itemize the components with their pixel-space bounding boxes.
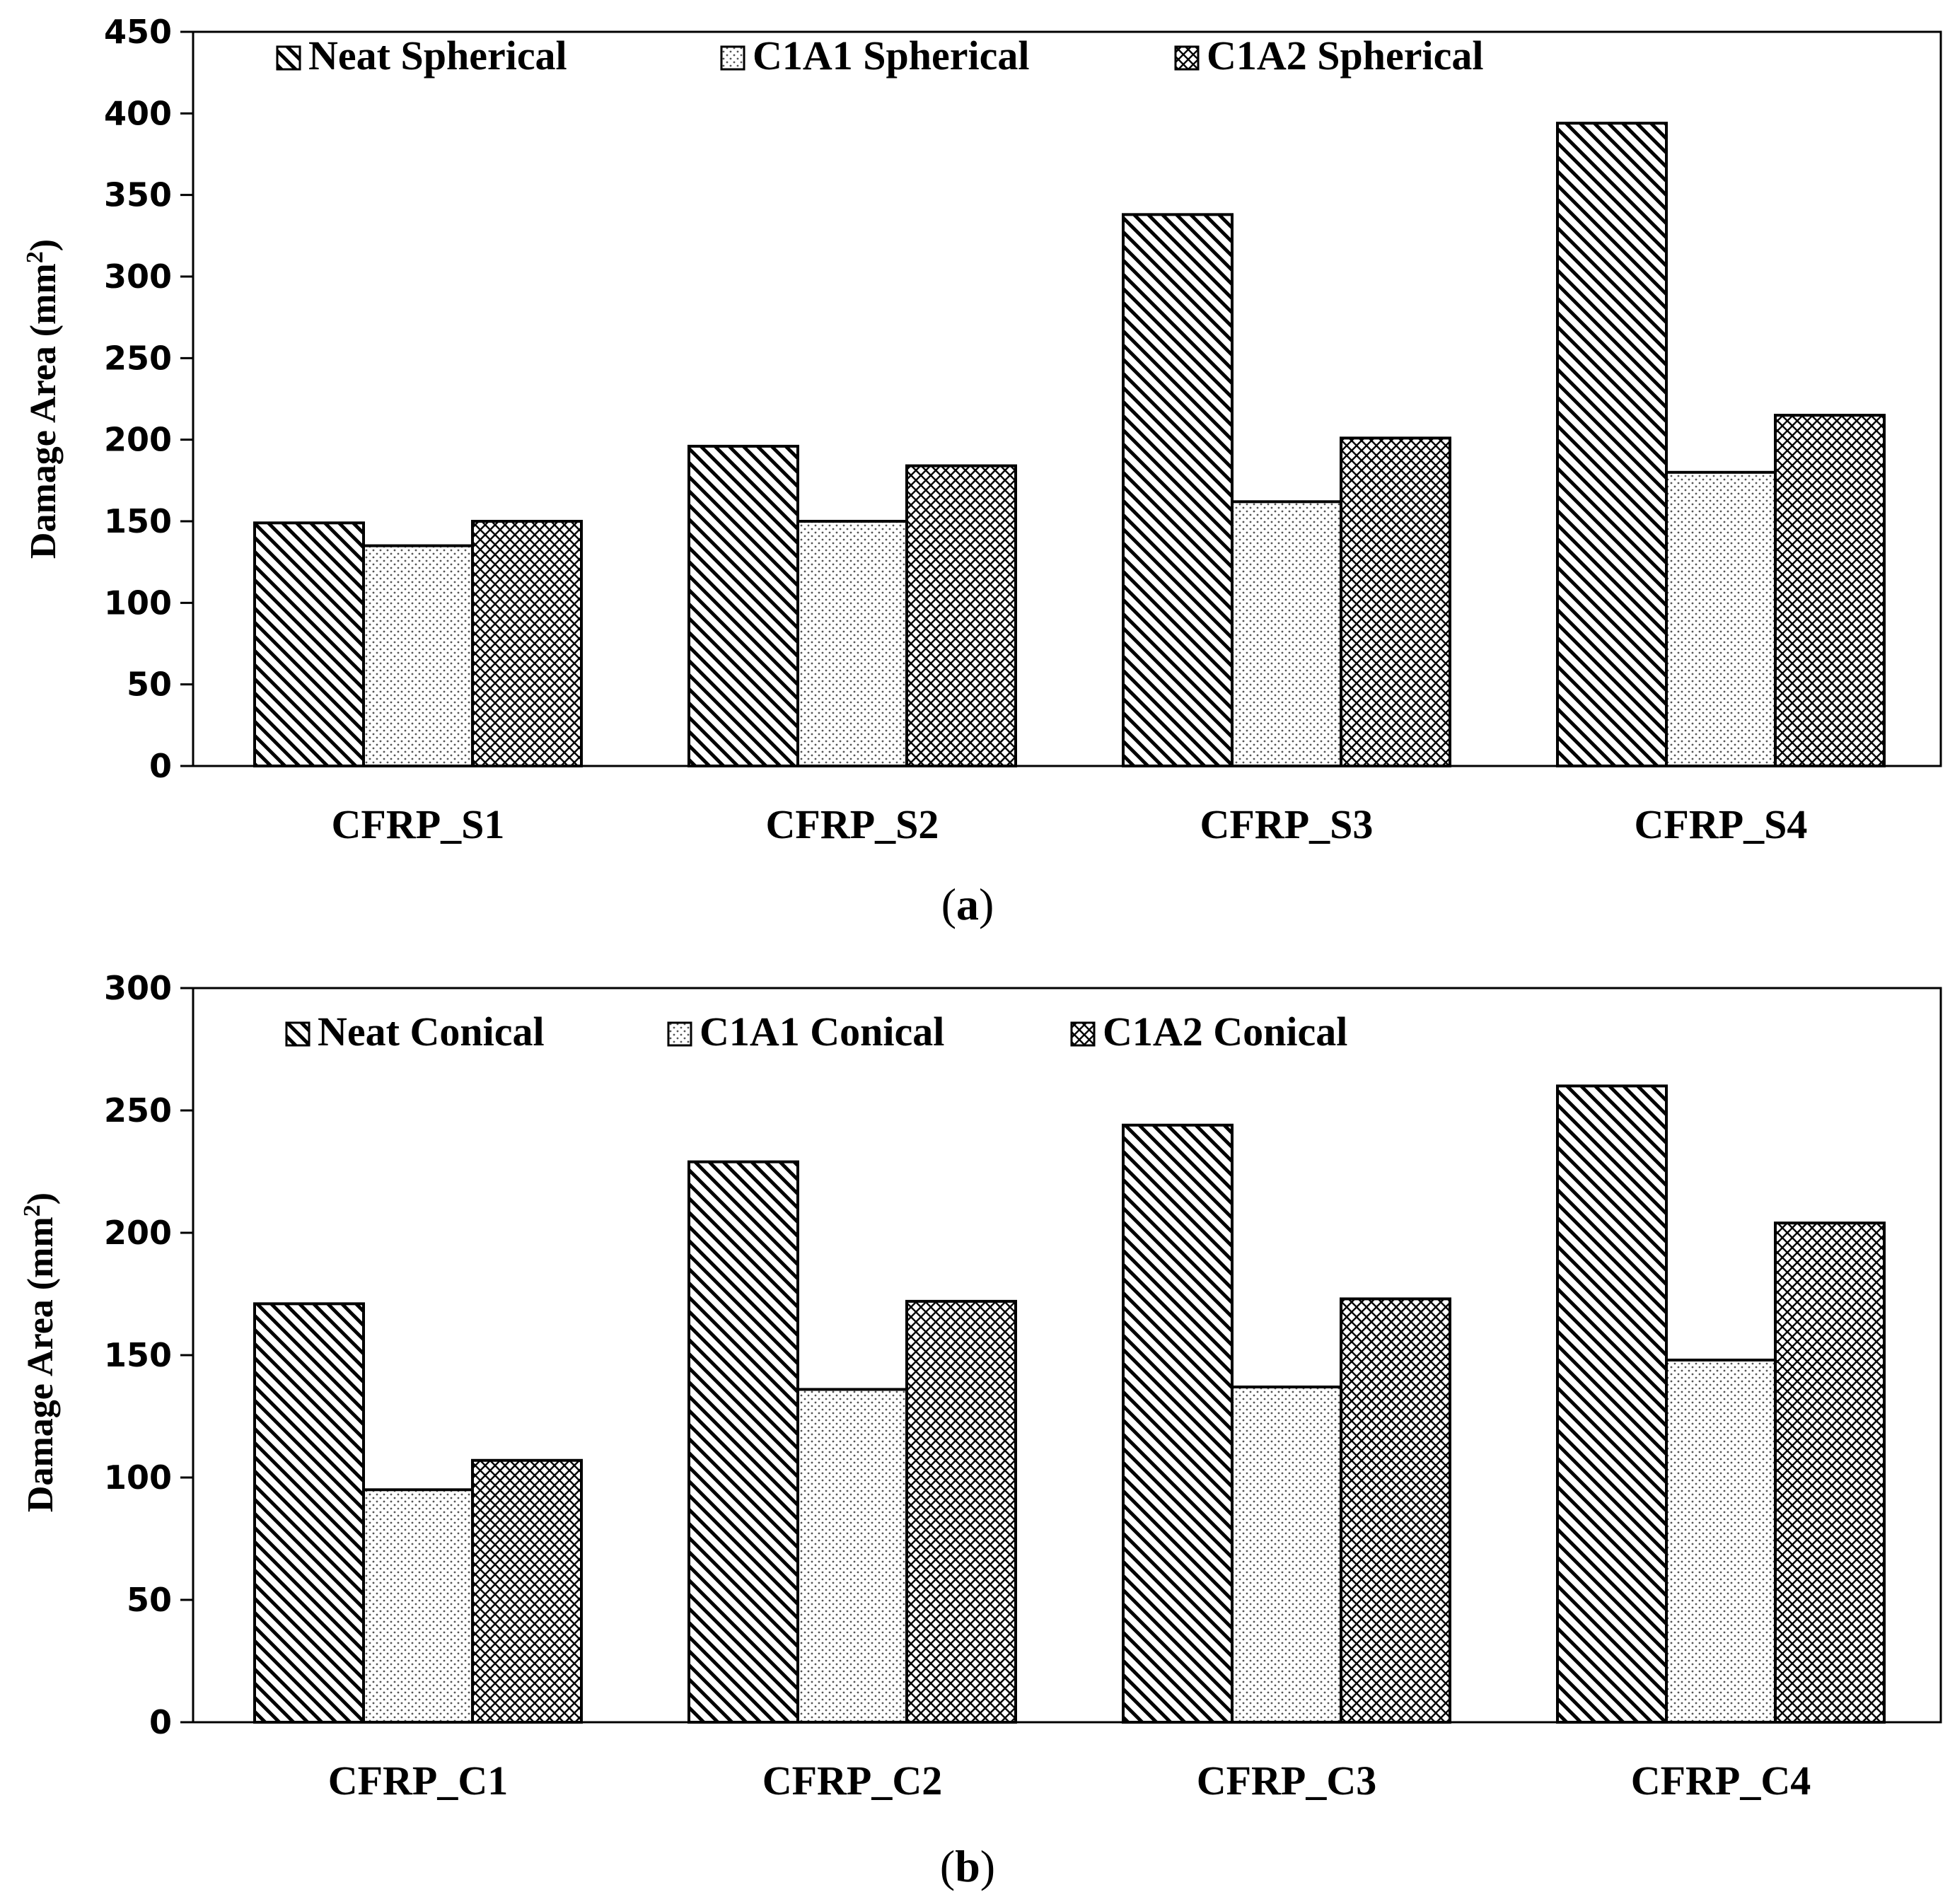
y-tick-label: 150: [104, 502, 172, 540]
y-tick-label: 200: [104, 421, 172, 459]
bar-dots: [1231, 500, 1342, 767]
legend-label: Neat Conical: [318, 1009, 545, 1055]
legend-label: Neat Spherical: [308, 33, 567, 79]
x-tick-label: CFRP_S4: [1635, 801, 1808, 847]
x-tick-label: CFRP_S2: [766, 801, 939, 847]
y-tick-label: 0: [149, 747, 172, 785]
legend-swatch: [1174, 45, 1200, 71]
x-tick-label: CFRP_C4: [1631, 1758, 1811, 1804]
legend-swatch: [1070, 1021, 1096, 1047]
x-tick-label: CFRP_C2: [762, 1758, 943, 1804]
legend-label: C1A2 Conical: [1103, 1009, 1347, 1055]
bar-diagonal-hatch: [253, 1302, 365, 1724]
y-tick-label: 150: [104, 1336, 172, 1374]
y-tick-label: 100: [104, 1458, 172, 1497]
bar-dots: [1665, 470, 1777, 767]
panel-caption-a: (a): [941, 879, 994, 929]
y-tick-label: 200: [104, 1214, 172, 1252]
bar-dots: [362, 1488, 474, 1724]
y-tick-label: 50: [127, 666, 172, 704]
panel-caption-b: (b): [940, 1841, 995, 1891]
bar-diagonal-hatch: [1122, 213, 1234, 767]
y-tick-label: 400: [104, 94, 172, 132]
legend-swatch: [285, 1021, 311, 1047]
x-tick-label: CFRP_S1: [332, 801, 505, 847]
bar-dots: [1231, 1385, 1342, 1724]
bar-cross-hatch: [1340, 436, 1451, 767]
legend-swatch: [720, 45, 745, 71]
y-tick-label: 0: [149, 1703, 172, 1741]
bar-dots: [796, 1388, 908, 1724]
bar-dots: [1665, 1358, 1777, 1724]
x-tick-label: CFRP_S3: [1200, 801, 1374, 847]
y-axis-label: Damage Area (mm2): [22, 239, 64, 559]
bar-dots: [362, 544, 474, 767]
y-tick-label: 350: [104, 176, 172, 214]
bars: [253, 1084, 1886, 1724]
bar-cross-hatch: [471, 520, 583, 767]
x-tick-label: CFRP_C3: [1197, 1758, 1377, 1804]
legend: Neat Spherical C1A1 Spherical C1A2 Spheric…: [276, 33, 1484, 79]
y-axis-label: Damage Area (mm2): [19, 1192, 62, 1512]
bar-cross-hatch: [1774, 1221, 1886, 1724]
y-tick-label: 250: [104, 1091, 172, 1130]
y-tick-label: 50: [127, 1581, 172, 1619]
legend-label: C1A1 Spherical: [753, 33, 1030, 79]
bar-diagonal-hatch: [687, 444, 799, 767]
chart-panel-b: 0 50 100 150 200 250 300 CFRP_C1 CFRP_C2 CFRP_C3…: [19, 969, 1942, 1891]
y-tick-label: 250: [104, 339, 172, 377]
bar-diagonal-hatch: [687, 1160, 799, 1724]
x-axis: CFRP_S1 CFRP_S2 CFRP_S3 CFRP_S4: [332, 801, 1808, 847]
bar-diagonal-hatch: [1556, 1084, 1668, 1724]
bars: [253, 122, 1886, 767]
legend-swatch: [667, 1021, 692, 1047]
legend-label: C1A1 Conical: [700, 1009, 944, 1055]
legend: Neat Conical C1A1 Conical C1A2 Conical: [285, 1009, 1347, 1055]
bar-cross-hatch: [1340, 1297, 1451, 1724]
y-tick-label: 450: [104, 13, 172, 51]
bar-diagonal-hatch: [253, 521, 365, 767]
bar-cross-hatch: [471, 1458, 583, 1724]
legend-swatch: [276, 45, 301, 71]
y-tick-label: 300: [104, 257, 172, 296]
bar-cross-hatch: [1774, 414, 1886, 767]
legend-label: C1A2 Spherical: [1207, 33, 1484, 79]
bar-cross-hatch: [905, 464, 1017, 767]
y-axis: 0 50 100 150 200 250 300 350 400 450: [104, 13, 1941, 785]
x-tick-label: CFRP_C1: [328, 1758, 509, 1804]
bar-diagonal-hatch: [1122, 1123, 1234, 1724]
bar-dots: [796, 520, 908, 767]
x-axis: CFRP_C1 CFRP_C2 CFRP_C3 CFRP_C4: [328, 1758, 1811, 1804]
bar-cross-hatch: [905, 1299, 1017, 1724]
y-tick-label: 300: [104, 969, 172, 1007]
y-tick-label: 100: [104, 584, 172, 622]
bar-diagonal-hatch: [1556, 122, 1668, 767]
